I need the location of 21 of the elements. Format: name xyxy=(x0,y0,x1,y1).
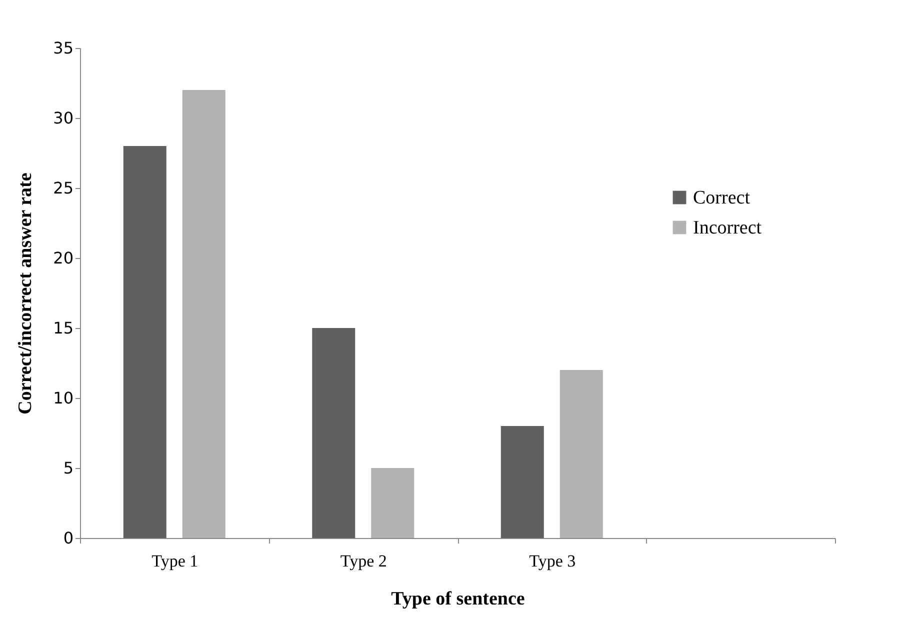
y-tick-label: 0 xyxy=(63,528,74,548)
bar xyxy=(500,426,544,538)
x-tick-label: Type 2 xyxy=(340,552,387,570)
y-tick-label: 20 xyxy=(53,248,74,268)
y-tick-label: 5 xyxy=(63,458,74,478)
x-tick-label: Type 3 xyxy=(529,552,576,570)
bar xyxy=(312,328,356,538)
x-axis-title: Type of sentence xyxy=(391,588,525,610)
y-tick-label: 10 xyxy=(53,388,74,408)
y-axis-title: Correct/incorrect answer rate xyxy=(15,172,36,414)
y-tick-label: 15 xyxy=(53,318,74,338)
legend-label: Correct xyxy=(693,188,751,208)
legend-label: Incorrect xyxy=(693,218,762,238)
y-tick-label: 35 xyxy=(53,38,74,58)
y-tick-label: 30 xyxy=(53,108,74,128)
bar xyxy=(182,90,226,538)
x-tick-label: Type 1 xyxy=(152,552,198,570)
bar xyxy=(560,370,603,538)
y-tick-label: 25 xyxy=(53,178,74,198)
bar xyxy=(123,146,166,538)
bar xyxy=(371,468,414,538)
